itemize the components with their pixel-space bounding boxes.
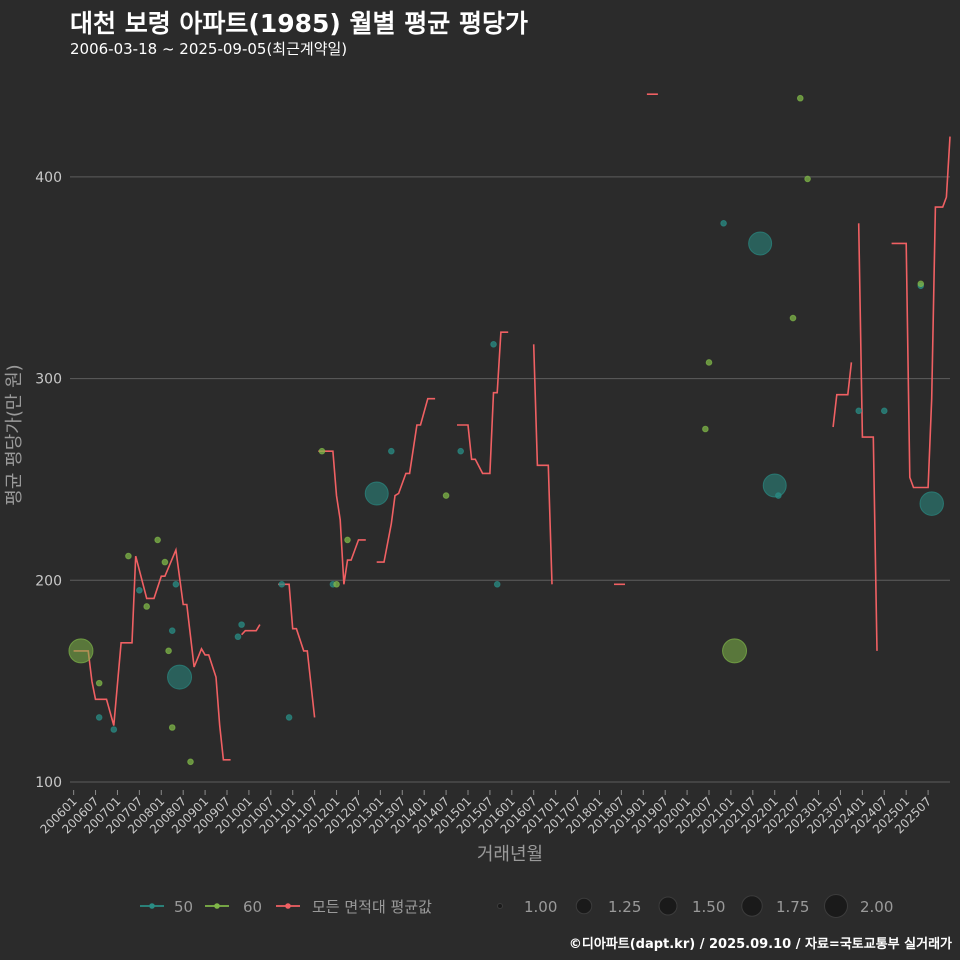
data-point-50	[775, 492, 782, 499]
average-line-segment	[278, 583, 316, 718]
data-point-50	[855, 407, 863, 415]
x-axis: 2006012006072007012007072008012008072009…	[37, 790, 934, 837]
size-legend-circle	[741, 895, 763, 917]
data-point-50	[457, 447, 464, 455]
legend-label-50: 50	[174, 898, 193, 916]
y-tick-label: 200	[35, 573, 62, 589]
data-point-50	[238, 621, 245, 628]
data-point-50	[285, 714, 293, 721]
data-point-50	[762, 473, 787, 498]
data-point-50	[720, 219, 727, 227]
legend-label-60: 60	[243, 898, 262, 916]
data-point-50	[880, 407, 888, 415]
y-tick-label: 400	[35, 170, 62, 186]
average-line-segment	[857, 223, 878, 651]
y-axis-label: 평균 평당가(만 원)	[4, 364, 25, 505]
average-line-segment	[73, 546, 231, 761]
data-point-50	[388, 447, 395, 455]
data-point-50	[490, 340, 497, 348]
grid-lines	[70, 176, 950, 783]
data-point-50	[278, 580, 286, 588]
size-legend-circle	[824, 894, 848, 918]
average-line-segment	[457, 331, 509, 475]
data-point-60	[333, 580, 340, 588]
data-point-60	[702, 425, 709, 433]
source-caption: ©디아파트(dapt.kr) / 2025.09.10 / 자료=국토교통부 실…	[568, 937, 952, 952]
legend-key-point	[149, 903, 155, 909]
data-point-50	[234, 633, 242, 641]
chart-subtitle: 2006-03-18 ~ 2025-09-05(최근계약일)	[70, 40, 348, 58]
data-point-60	[187, 758, 194, 766]
data-point-50	[95, 714, 103, 721]
size-legend-label: 2.00	[860, 898, 893, 916]
size-legend-label: 1.00	[524, 898, 557, 916]
data-point-60	[804, 175, 811, 183]
average-line-segment	[532, 344, 553, 585]
average-line-segment	[241, 624, 261, 636]
data-point-60	[722, 638, 748, 664]
legend: 50 60 모든 면적대 평균값 1.00 1.25 1.50 1.75 2.00	[140, 894, 893, 918]
size-legend-circle	[497, 903, 503, 909]
data-point-50	[919, 491, 944, 516]
data-point-60	[318, 447, 326, 455]
scatter-points-layer	[68, 94, 944, 766]
size-legend-label: 1.25	[608, 898, 641, 916]
size-legend-circle	[658, 896, 678, 916]
size-legend-circle	[575, 897, 593, 915]
data-point-50	[136, 587, 143, 594]
legend-label-모든 면적대 평균값: 모든 면적대 평균값	[312, 898, 432, 916]
data-point-50	[168, 627, 176, 634]
legend-key-point	[285, 903, 291, 909]
average-line-segment	[318, 450, 366, 585]
y-tick-label: 100	[35, 775, 62, 791]
y-tick-label: 300	[35, 372, 62, 388]
data-point-60	[154, 536, 161, 544]
size-legend-label: 1.75	[776, 898, 809, 916]
data-point-60	[705, 359, 713, 366]
data-point-60	[165, 647, 172, 655]
data-point-50	[167, 664, 193, 690]
average-line-segment	[891, 136, 951, 489]
data-point-60	[344, 536, 351, 544]
data-point-60	[68, 638, 94, 664]
y-axis: 100 200 300 400	[35, 170, 62, 791]
data-point-50	[364, 481, 389, 506]
data-point-60	[125, 552, 132, 560]
average-line-segment	[376, 397, 436, 563]
data-point-60	[796, 94, 804, 102]
data-point-60	[917, 280, 925, 288]
chart-title: 대천 보령 아파트(1985) 월별 평균 평당가	[70, 9, 528, 38]
average-line-segment	[832, 362, 853, 428]
x-axis-label: 거래년월	[477, 844, 543, 865]
data-point-50	[172, 580, 180, 588]
data-point-60	[95, 679, 103, 687]
data-point-50	[748, 231, 773, 256]
data-point-60	[442, 492, 450, 499]
data-point-60	[168, 724, 176, 731]
data-point-50	[110, 726, 118, 733]
data-point-60	[143, 603, 150, 610]
data-point-50	[493, 580, 501, 588]
data-point-60	[161, 558, 169, 566]
legend-key-point	[214, 903, 220, 909]
data-point-60	[789, 314, 797, 322]
size-legend-label: 1.50	[692, 898, 725, 916]
average-line-layer	[73, 93, 951, 761]
